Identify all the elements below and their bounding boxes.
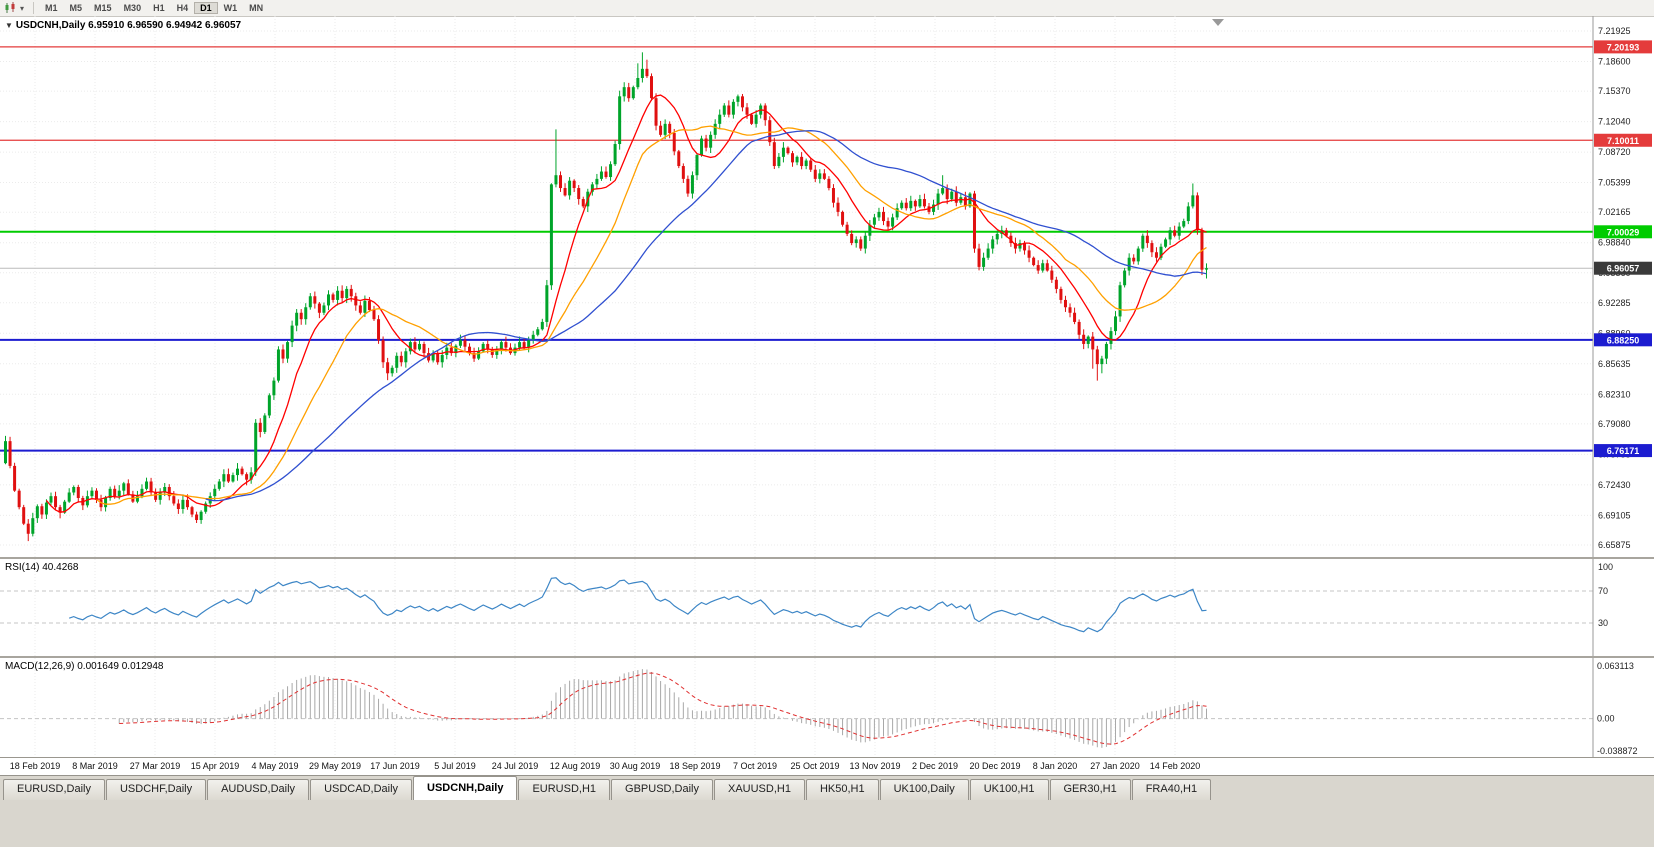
date-label: 29 May 2019 — [308, 761, 362, 771]
svg-text:0.00: 0.00 — [1597, 714, 1615, 724]
svg-text:7.02165: 7.02165 — [1598, 207, 1631, 217]
svg-text:7.18600: 7.18600 — [1598, 56, 1631, 66]
price-badges: 7.20193 7.10011 7.00029 6.88250 6.76171 6.960… — [1594, 40, 1652, 458]
chart-tab-GER30-H1[interactable]: GER30,H1 — [1049, 779, 1131, 800]
chart-tab-XAUUSD-H1[interactable]: XAUUSD,H1 — [713, 779, 805, 800]
chart-tab-FRA40-H1[interactable]: FRA40,H1 — [1131, 779, 1212, 800]
panel-divider[interactable] — [0, 656, 1654, 658]
chart-tab-UK100-H1[interactable]: UK100,H1 — [969, 779, 1049, 800]
svg-text:7.00029: 7.00029 — [1607, 227, 1640, 237]
date-label: 15 Apr 2019 — [190, 761, 240, 771]
date-label: 13 Nov 2019 — [849, 761, 901, 771]
price-axis-labels: 7.21925 7.18600 7.15370 7.12040 7.08720 7.053… — [1598, 26, 1631, 550]
grid-layer — [0, 16, 1593, 557]
period-button-M15[interactable]: M15 — [94, 3, 112, 13]
chart-tab-GBPUSD-Daily[interactable]: GBPUSD,Daily — [611, 779, 713, 800]
date-label: 25 Oct 2019 — [790, 761, 840, 771]
main-chart-canvas[interactable]: 7.21925 7.18600 7.15370 7.12040 7.08720 7.053… — [0, 16, 1654, 557]
svg-text:6.85635: 6.85635 — [1598, 359, 1631, 369]
svg-text:7.20193: 7.20193 — [1607, 42, 1640, 52]
toolbar-separator — [33, 2, 35, 14]
period-button-D1[interactable]: D1 — [194, 2, 218, 14]
date-label: 30 Aug 2019 — [609, 761, 661, 771]
date-label: 24 Jul 2019 — [491, 761, 539, 771]
svg-text:6.88250: 6.88250 — [1607, 335, 1640, 345]
date-label: 17 Jun 2019 — [370, 761, 420, 771]
dropdown-caret-icon: ▾ — [20, 3, 25, 13]
svg-text:7.10011: 7.10011 — [1607, 136, 1639, 146]
period-button-MN[interactable]: MN — [249, 3, 264, 13]
svg-text:6.98840: 6.98840 — [1598, 238, 1631, 248]
date-label: 27 Mar 2019 — [129, 761, 181, 771]
date-label: 18 Feb 2019 — [9, 761, 61, 771]
date-label: 2 Dec 2019 — [911, 761, 959, 771]
date-label: 4 May 2019 — [251, 761, 299, 771]
date-label: 8 Jan 2020 — [1032, 761, 1078, 771]
svg-text:0.063113: 0.063113 — [1597, 661, 1634, 671]
date-label: 14 Feb 2020 — [1149, 761, 1201, 771]
chart-shift-marker[interactable] — [1212, 19, 1224, 26]
svg-text:-0.038872: -0.038872 — [1597, 746, 1638, 756]
macd-axis-labels: 0.063113 0.00 -0.038872 — [1597, 661, 1638, 756]
level-lines — [0, 46, 1593, 452]
chart-tab-AUDUSD-Daily[interactable]: AUDUSD,Daily — [207, 779, 310, 800]
date-label: 8 Mar 2019 — [72, 761, 118, 771]
svg-text:6.65875: 6.65875 — [1598, 540, 1631, 550]
svg-text:7.08720: 7.08720 — [1598, 147, 1631, 157]
svg-text:100: 100 — [1598, 562, 1613, 572]
period-button-H4[interactable]: H4 — [176, 3, 189, 13]
svg-text:6.72430: 6.72430 — [1598, 480, 1631, 490]
svg-text:6.69105: 6.69105 — [1598, 510, 1631, 520]
toolbar: ▾ M1 M5 M15 M30 H1 H4 D1 W1 MN — [0, 0, 1654, 17]
candlestick-chart-icon — [5, 2, 15, 13]
status-bar-area — [0, 800, 1654, 847]
chart-tab-USDCAD-Daily[interactable]: USDCAD,Daily — [310, 779, 413, 800]
time-axis[interactable]: 18 Feb 2019 8 Mar 2019 27 Mar 2019 15 Apr 2… — [0, 757, 1654, 776]
macd-histogram — [118, 669, 1207, 748]
svg-text:7.12040: 7.12040 — [1598, 117, 1631, 127]
svg-text:30: 30 — [1598, 618, 1608, 628]
date-label: 5 Jul 2019 — [434, 761, 476, 771]
ma-mid-line[interactable] — [96, 125, 1207, 505]
date-label: 18 Sep 2019 — [669, 761, 721, 771]
svg-text:7.21925: 7.21925 — [1598, 26, 1631, 36]
rsi-pane-canvas[interactable]: 100 70 30 — [0, 559, 1654, 656]
period-button-W1[interactable]: W1 — [223, 3, 238, 13]
svg-text:70: 70 — [1598, 586, 1608, 596]
svg-text:7.15370: 7.15370 — [1598, 86, 1631, 96]
macd-signal-line — [119, 672, 1207, 745]
period-button-H1[interactable]: H1 — [153, 3, 165, 13]
chart-tab-EURUSD-Daily[interactable]: EURUSD,Daily — [3, 779, 105, 800]
date-label: 20 Dec 2019 — [969, 761, 1021, 771]
candles-layer — [4, 52, 1208, 542]
panel-divider[interactable] — [0, 557, 1654, 559]
svg-text:6.92285: 6.92285 — [1598, 298, 1631, 308]
date-label: 27 Jan 2020 — [1090, 761, 1140, 771]
period-button-M1[interactable]: M1 — [45, 3, 58, 13]
ma-slow-line[interactable] — [205, 130, 1207, 502]
svg-text:7.05399: 7.05399 — [1598, 178, 1631, 188]
svg-text:6.88960: 6.88960 — [1598, 328, 1631, 338]
rsi-line — [68, 577, 1207, 633]
date-label: 7 Oct 2019 — [732, 761, 778, 771]
ma-fast-line[interactable] — [45, 94, 1207, 513]
svg-text:6.76171: 6.76171 — [1607, 446, 1640, 456]
svg-text:6.79080: 6.79080 — [1598, 419, 1631, 429]
period-button-M30[interactable]: M30 — [123, 3, 142, 13]
chart-tab-bar: EURUSD,Daily USDCHF,Daily AUDUSD,Daily USDC… — [0, 775, 1654, 800]
timeframe-buttons: M1 M5 M15 M30 H1 H4 D1 W1 MN — [39, 2, 269, 14]
period-button-M5[interactable]: M5 — [69, 3, 83, 13]
chart-tab-HK50-H1[interactable]: HK50,H1 — [805, 779, 879, 800]
chart-tab-UK100-Daily[interactable]: UK100,Daily — [879, 779, 969, 800]
svg-text:6.82310: 6.82310 — [1598, 389, 1631, 399]
chart-type-button[interactable]: ▾ — [0, 1, 28, 15]
chart-tab-USDCHF-Daily[interactable]: USDCHF,Daily — [105, 779, 207, 800]
chart-tab-EURUSD-H1[interactable]: EURUSD,H1 — [518, 779, 611, 800]
svg-text:6.96057: 6.96057 — [1607, 264, 1640, 274]
chart-tab-USDCNH-Daily[interactable]: USDCNH,Daily — [413, 776, 518, 800]
rsi-axis-labels: 100 70 30 — [1598, 562, 1613, 628]
date-label: 12 Aug 2019 — [549, 761, 601, 771]
macd-pane-canvas[interactable]: 0.063113 0.00 -0.038872 — [0, 658, 1654, 757]
